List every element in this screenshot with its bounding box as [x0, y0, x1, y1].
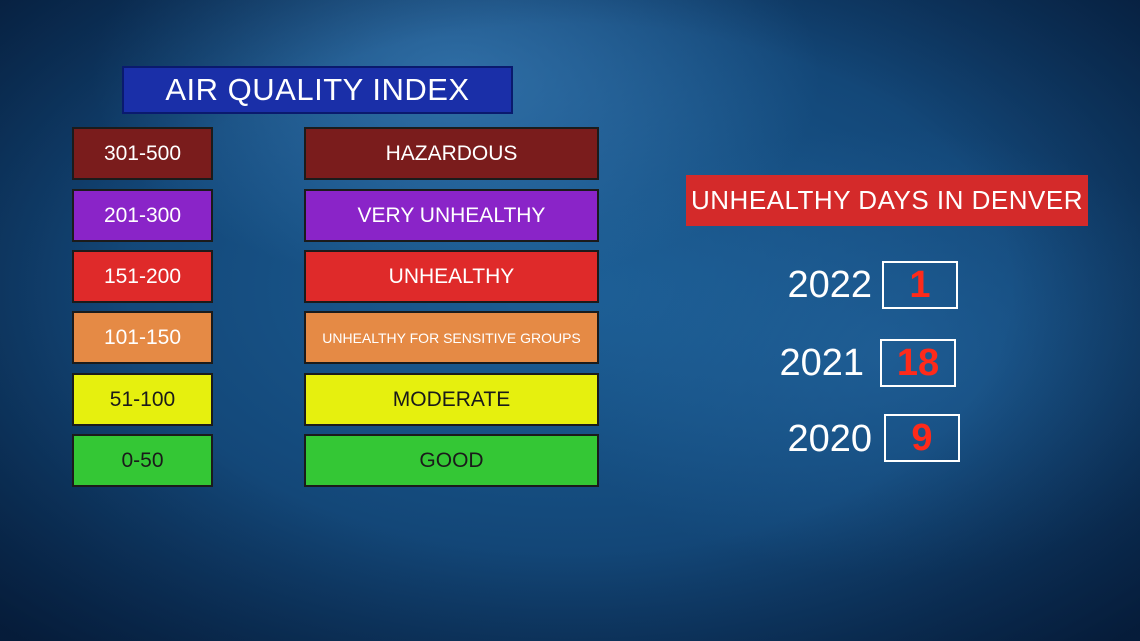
days-2022-count: 1 [882, 261, 958, 309]
range-very-unhealthy: 201-300 [72, 189, 213, 242]
days-2021-count: 18 [880, 339, 956, 387]
category-very-unhealthy: VERY UNHEALTHY [304, 189, 599, 242]
range-unhealthy-sensitive: 101-150 [72, 311, 213, 364]
range-hazardous: 301-500 [72, 127, 213, 180]
range-moderate: 51-100 [72, 373, 213, 426]
category-hazardous: HAZARDOUS [304, 127, 599, 180]
category-unhealthy-sensitive: UNHEALTHY FOR SENSITIVE GROUPS [304, 311, 599, 364]
year-2021-label: 2021 [779, 342, 864, 384]
aqi-title: AIR QUALITY INDEX [122, 66, 513, 114]
days-2020-count: 9 [884, 414, 960, 462]
category-good: GOOD [304, 434, 599, 487]
denver-heading: UNHEALTHY DAYS IN DENVER [686, 175, 1088, 226]
range-unhealthy: 151-200 [72, 250, 213, 303]
range-good: 0-50 [72, 434, 213, 487]
category-unhealthy: UNHEALTHY [304, 250, 599, 303]
year-2020-label: 2020 [787, 418, 872, 460]
category-moderate: MODERATE [304, 373, 599, 426]
year-2022-label: 2022 [787, 264, 872, 306]
